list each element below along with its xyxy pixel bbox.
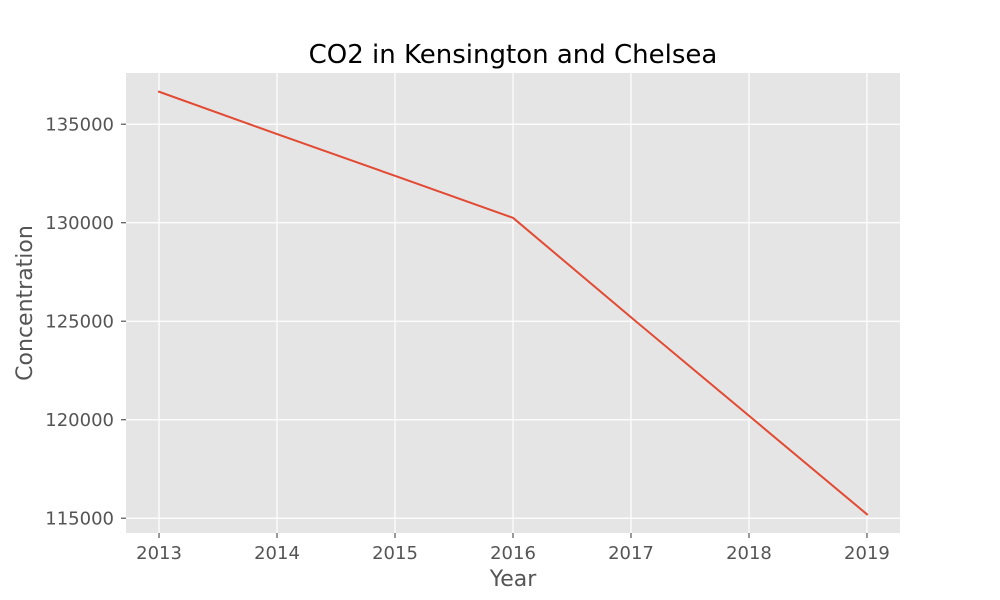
y-tick-label: 125000 — [45, 312, 114, 333]
grid-lines — [126, 73, 900, 533]
y-tick-label: 115000 — [45, 509, 114, 530]
series-layer — [157, 90, 869, 516]
y-axis-label: Concentration — [13, 225, 38, 381]
chart-title: CO2 in Kensington and Chelsea — [309, 40, 718, 70]
x-tick-label: 2014 — [254, 543, 300, 564]
ticks: 2013 2014 2015 2016 2017 2018 2019 115000 120000… — [45, 115, 890, 564]
y-tick-label: 130000 — [45, 213, 114, 234]
x-tick-label: 2016 — [490, 543, 536, 564]
y-tick-label: 135000 — [45, 115, 114, 136]
y-tick-label: 120000 — [45, 410, 114, 431]
x-tick-label: 2015 — [372, 543, 418, 564]
x-tick-label: 2018 — [726, 543, 772, 564]
x-tick-label: 2013 — [136, 543, 182, 564]
x-tick-label: 2017 — [608, 543, 654, 564]
series-line — [157, 90, 869, 516]
x-axis-label: Year — [489, 567, 538, 592]
x-tick-label: 2019 — [844, 543, 890, 564]
